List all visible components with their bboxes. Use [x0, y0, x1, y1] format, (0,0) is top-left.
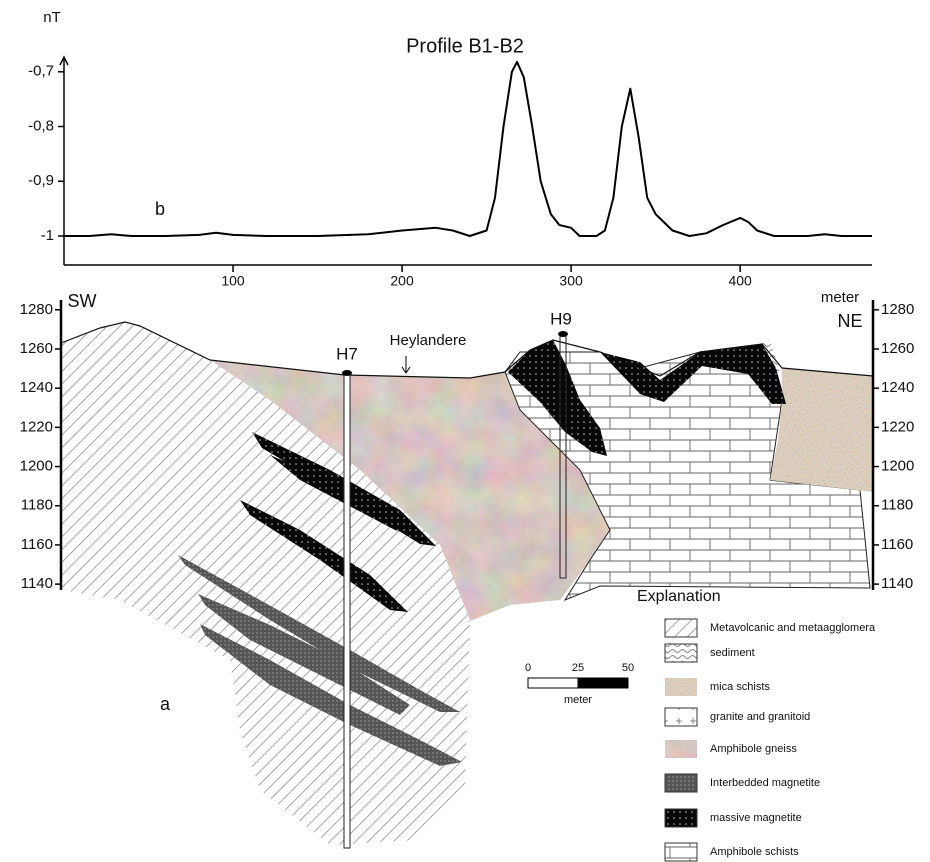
y-tick-label: -1 — [41, 227, 54, 244]
legend-swatch — [665, 619, 697, 637]
x-tick-label: 100 — [221, 273, 245, 289]
elevation-tick-label: 1140 — [881, 575, 913, 592]
elevation-tick-label: 1220 — [20, 418, 53, 435]
elevation-tick-label: 1200 — [881, 458, 914, 475]
y-axis-label: nT — [43, 9, 61, 26]
legend-swatch — [665, 740, 697, 758]
elevation-tick-label: 1240 — [20, 379, 53, 396]
legend: Metavolcanic and metaagglomera sediment mi… — [665, 619, 876, 861]
elevation-tick-label: 1160 — [881, 536, 913, 553]
legend-swatch — [665, 774, 697, 792]
scale-label: 25 — [572, 662, 584, 674]
x-tick-label: 300 — [559, 273, 583, 289]
legend-swatch — [665, 708, 697, 726]
locality-label: Heylandere — [390, 332, 467, 349]
legend-title: Explanation — [637, 588, 721, 605]
left-label: SW — [68, 291, 97, 311]
legend-label: granite and granitoid — [710, 711, 810, 723]
borehole — [344, 373, 350, 848]
x-tick-label: 400 — [728, 273, 752, 289]
legend-swatch — [665, 809, 697, 827]
scale-label: 50 — [622, 662, 634, 674]
y-tick-label: -0,8 — [28, 117, 54, 134]
borehole-collar — [342, 370, 352, 376]
profile-line — [64, 62, 872, 236]
profile-chart: -0,7 -0,8 -0,9 -1 100 200 300 400 — [28, 57, 872, 289]
borehole-collar — [558, 331, 568, 337]
cross-section — [61, 322, 873, 848]
scale-bar — [528, 678, 628, 688]
elevation-tick-label: 1280 — [881, 301, 914, 318]
annotation: b — [155, 199, 165, 219]
legend-swatch — [665, 644, 697, 662]
legend-swatch — [665, 843, 697, 861]
elevation-tick-label: 1180 — [21, 497, 53, 514]
elevation-tick-label: 1220 — [881, 418, 914, 435]
legend-label: sediment — [710, 647, 755, 659]
legend-swatch — [665, 678, 697, 696]
locality-arrow — [402, 356, 410, 373]
elevation-tick-label: 1180 — [881, 497, 913, 514]
elevation-tick-label: 1280 — [20, 301, 53, 318]
legend-label: Metavolcanic and metaagglomera — [710, 622, 876, 634]
scale-unit: meter — [564, 694, 592, 706]
elevation-tick-label: 1240 — [881, 379, 914, 396]
elevation-tick-label: 1140 — [21, 575, 53, 592]
y-tick-label: -0,7 — [28, 63, 54, 80]
elevation-tick-label: 1260 — [881, 340, 914, 357]
right-label: NE — [837, 311, 862, 331]
legend-label: mica schists — [710, 681, 770, 693]
legend-label: Amphibole gneiss — [710, 743, 797, 755]
section-label: a — [160, 694, 171, 714]
borehole-label: H7 — [336, 344, 358, 363]
mica-schist-unit — [770, 368, 873, 492]
scale-label: 0 — [525, 662, 531, 674]
elevation-tick-label: 1200 — [20, 458, 53, 475]
legend-label: Amphibole schists — [710, 846, 799, 858]
elevation-tick-label: 1160 — [21, 536, 53, 553]
borehole-label: H9 — [550, 309, 572, 328]
figure: nT Profile B1-B2 b -0,7 -0,8 -0,9 -1 100 200 3… — [0, 0, 930, 862]
chart-title: Profile B1-B2 — [406, 35, 524, 57]
x-tick-label: 200 — [390, 273, 414, 289]
unit-label: meter — [821, 289, 859, 306]
legend-label: massive magnetite — [710, 812, 802, 824]
y-tick-label: -0,9 — [28, 172, 54, 189]
legend-label: Interbedded magnetite — [710, 777, 820, 789]
elevation-tick-label: 1260 — [20, 340, 53, 357]
